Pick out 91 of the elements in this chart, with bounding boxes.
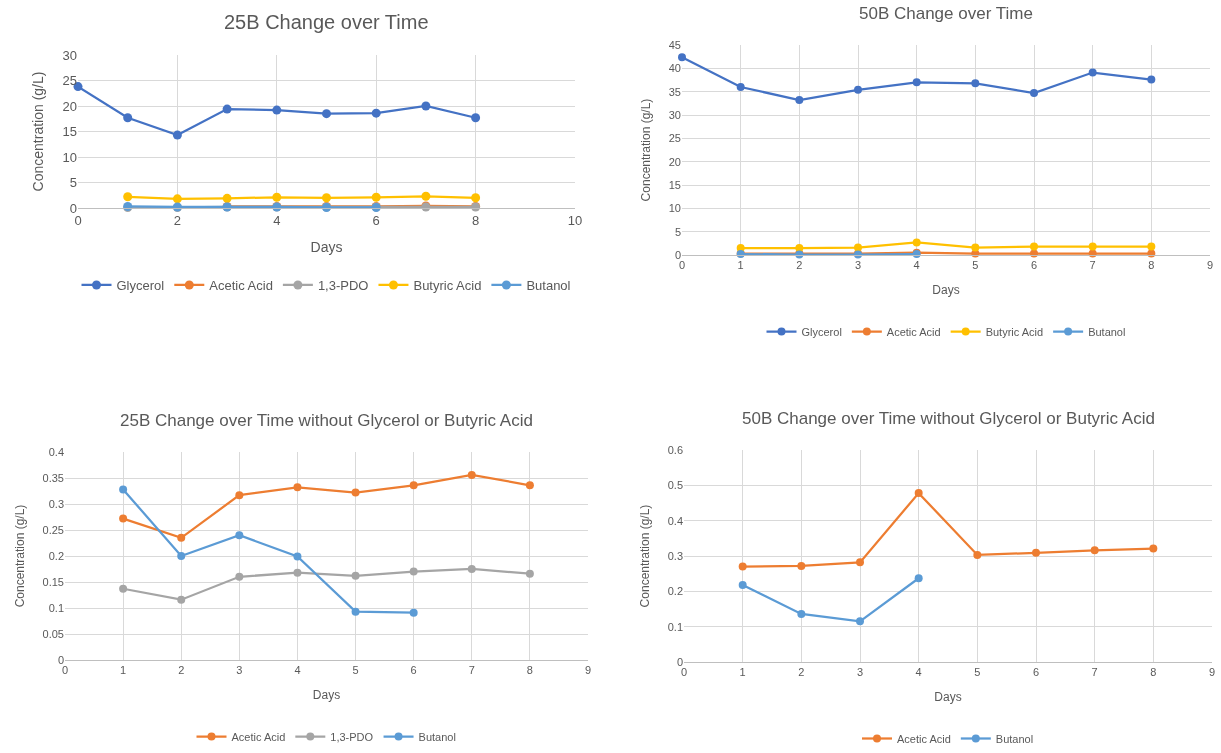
- y-tick-label: 0.5: [667, 479, 683, 492]
- x-tick-label: 8: [471, 212, 480, 228]
- chart-title: 25B Change over Time without Glycerol or Butyric Acid: [120, 411, 533, 430]
- y-tick-label: 0.4: [48, 445, 64, 458]
- x-tick-label: 4: [273, 212, 281, 228]
- x-tick-label: 4: [913, 259, 920, 272]
- x-tick-label: 6: [372, 212, 380, 228]
- y-tick-label: 0.1: [667, 620, 683, 633]
- x-tick-label: 4: [294, 664, 301, 677]
- x-tick-label: 4: [915, 666, 922, 679]
- x-axis-title: Days: [932, 283, 960, 298]
- y-tick-label: 10: [668, 202, 681, 215]
- legend-label: Acetic Acid: [231, 730, 286, 743]
- y-tick-label: 0.6: [667, 443, 683, 456]
- legend-label: 1,3-PDO: [317, 278, 369, 294]
- x-tick-label: 7: [1089, 259, 1096, 272]
- legend-label: Butyric Acid: [413, 278, 482, 294]
- chart-title: 50B Change over Time: [859, 4, 1033, 23]
- y-tick-label: 0.15: [42, 575, 64, 588]
- x-tick-label: 5: [974, 666, 981, 679]
- x-tick-label: 7: [1091, 666, 1098, 679]
- legend-label: Glycerol: [116, 278, 165, 294]
- y-tick-label: 0.3: [667, 549, 683, 562]
- y-tick-label: 20: [62, 98, 77, 114]
- x-tick-label: 1: [737, 259, 744, 272]
- y-tick-label: 0.25: [42, 523, 64, 536]
- y-tick-label: 35: [668, 85, 681, 98]
- legend-label: Butanol: [995, 732, 1034, 745]
- y-tick-label: 5: [69, 175, 77, 191]
- x-tick-label: 6: [1032, 666, 1040, 679]
- legend-label: Acetic Acid: [886, 325, 941, 338]
- x-axis-title: Days: [934, 690, 962, 705]
- x-axis-title: Days: [312, 688, 341, 703]
- y-axis-title: Concentration (g/L): [30, 71, 47, 192]
- y-tick-label: 0: [69, 200, 77, 216]
- x-tick-label: 1: [739, 666, 746, 679]
- chart-title: 50B Change over Time without Glycerol or Butyric Acid: [742, 409, 1155, 428]
- y-tick-label: 0.2: [667, 585, 683, 598]
- y-tick-label: 15: [62, 124, 77, 140]
- legend-label: 1,3-PDO: [330, 730, 374, 743]
- legend-label: Butanol: [526, 278, 571, 294]
- y-tick-label: 0: [57, 653, 64, 666]
- y-tick-label: 45: [668, 38, 681, 51]
- x-tick-label: 1: [120, 664, 127, 677]
- x-tick-label: 5: [972, 259, 979, 272]
- x-tick-label: 6: [1030, 259, 1038, 272]
- legend-label: Butanol: [1088, 325, 1126, 338]
- x-tick-label: 9: [584, 664, 592, 677]
- y-tick-label: 0.3: [48, 497, 64, 510]
- y-axis-title: Concentration (g/L): [12, 504, 27, 608]
- y-tick-label: 20: [668, 155, 681, 168]
- x-tick-label: 8: [1150, 666, 1157, 679]
- x-tick-label: 8: [1148, 259, 1155, 272]
- x-tick-label: 2: [798, 666, 805, 679]
- legend-label: Butyric Acid: [985, 325, 1044, 338]
- y-tick-label: 15: [668, 178, 681, 191]
- y-tick-label: 25: [668, 132, 681, 145]
- x-tick-label: 2: [178, 664, 185, 677]
- x-tick-label: 10: [567, 212, 583, 228]
- legend-label: Butanol: [418, 730, 456, 743]
- x-tick-label: 5: [352, 664, 359, 677]
- y-tick-label: 10: [62, 149, 77, 165]
- x-tick-label: 3: [854, 259, 862, 272]
- x-tick-label: 7: [468, 664, 475, 677]
- y-tick-label: 30: [668, 108, 681, 121]
- x-tick-label: 8: [526, 664, 533, 677]
- x-tick-label: 2: [173, 212, 182, 228]
- x-tick-label: 3: [236, 664, 243, 677]
- y-tick-label: 0.1: [48, 601, 64, 614]
- y-tick-label: 0.4: [667, 514, 683, 527]
- x-tick-label: 9: [1208, 666, 1216, 679]
- legend-label: Acetic Acid: [209, 278, 273, 294]
- legend-label: Acetic Acid: [897, 732, 951, 745]
- y-tick-label: 5: [674, 225, 681, 238]
- y-tick-label: 0: [674, 248, 681, 261]
- y-tick-label: 25: [62, 73, 77, 89]
- legend-label: Glycerol: [801, 325, 842, 338]
- y-axis-title: Concentration (g/L): [638, 504, 652, 608]
- y-tick-label: 0.05: [42, 627, 64, 640]
- y-axis-title: Concentration (g/L): [639, 98, 654, 202]
- y-tick-label: 0.35: [42, 471, 64, 484]
- y-tick-label: 0: [676, 655, 683, 668]
- y-tick-label: 0.2: [48, 549, 64, 562]
- x-tick-label: 9: [1206, 259, 1214, 272]
- x-tick-label: 6: [410, 664, 417, 677]
- y-tick-label: 30: [62, 47, 77, 63]
- y-tick-label: 40: [668, 62, 681, 75]
- x-axis-title: Days: [310, 238, 343, 255]
- x-tick-label: 2: [796, 259, 803, 272]
- x-tick-label: 3: [856, 666, 864, 679]
- chart-title: 25B Change over Time: [224, 11, 429, 33]
